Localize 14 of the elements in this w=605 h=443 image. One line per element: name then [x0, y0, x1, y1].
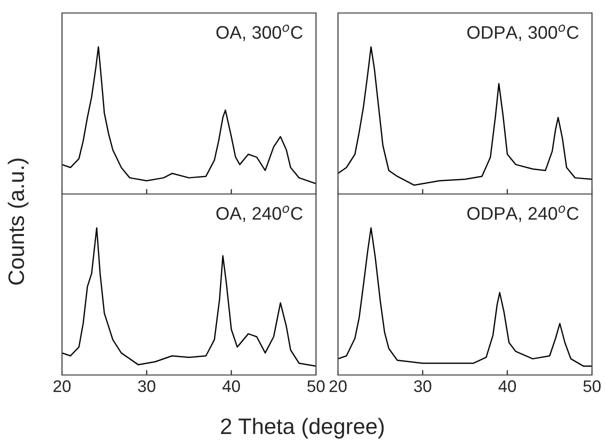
x-tick-label: 50	[307, 380, 325, 392]
x-tick-label: 50	[583, 380, 601, 392]
x-tick-label: 20	[54, 380, 71, 392]
x-axis-title: 2 Theta (degree)	[221, 418, 384, 439]
x-tick-label: 30	[138, 380, 156, 392]
x-tick-label: 40	[498, 380, 516, 392]
text: OA, 300$^{o}$C	[216, 24, 303, 41]
x-tick-label: 40	[222, 380, 240, 392]
x-tick-label: 30	[414, 380, 432, 392]
x-tick-label: 20	[330, 380, 347, 392]
text: ODPA, 240$^{o}$C	[467, 206, 579, 222]
y-axis-title: Counts (a.u.)	[8, 158, 28, 285]
text: ODPA, 300$^{o}$C	[467, 24, 579, 41]
text: OA, 240$^{o}$C	[216, 206, 303, 222]
